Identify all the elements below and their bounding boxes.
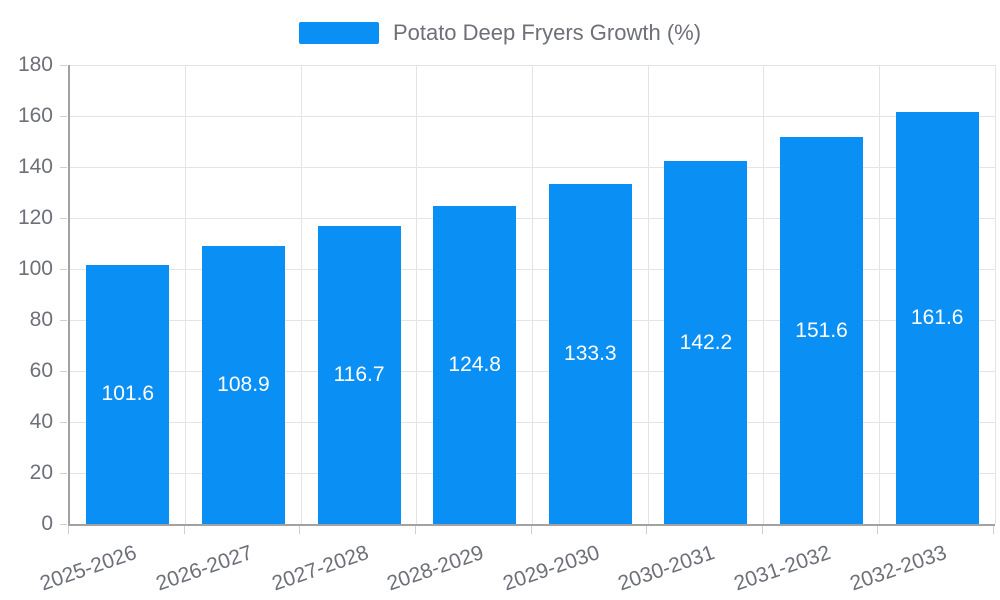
y-axis-tick (60, 167, 67, 168)
x-axis-tick (68, 526, 69, 534)
y-axis-label: 160 (17, 104, 53, 127)
y-axis-label: 140 (17, 155, 53, 178)
y-axis-label: 120 (17, 206, 53, 229)
y-axis-tick (60, 218, 67, 219)
y-axis-label: 0 (41, 512, 53, 535)
bar[interactable]: 161.6 (895, 111, 979, 524)
x-axis-label: 2032-2033 (846, 541, 950, 596)
x-axis-label: 2026-2027 (153, 541, 256, 596)
x-gridline (532, 65, 533, 524)
bar-value-label: 124.8 (448, 352, 501, 376)
bar[interactable]: 133.3 (548, 184, 632, 524)
x-axis-label: 2030-2031 (615, 541, 719, 596)
x-axis-tick (183, 526, 185, 534)
x-axis-tick (299, 526, 301, 534)
x-gridline (994, 65, 996, 524)
y-axis-tick (60, 524, 67, 525)
x-gridline (647, 65, 649, 524)
bar[interactable]: 101.6 (86, 264, 170, 524)
x-axis-tick (414, 526, 416, 534)
x-axis-label: 2031-2032 (731, 541, 834, 596)
y-axis-label: 180 (17, 53, 53, 76)
legend-swatch (298, 22, 379, 44)
x-axis-label: 2028-2029 (384, 541, 487, 596)
bar-value-label: 151.6 (795, 318, 848, 342)
bar-value-label: 108.9 (217, 373, 270, 397)
y-axis-label: 20 (29, 461, 53, 484)
x-axis-tick (761, 526, 763, 534)
y-axis-label: 100 (17, 257, 53, 280)
x-axis-tick (646, 526, 648, 534)
y-axis-label: 60 (29, 359, 53, 382)
bar[interactable]: 116.7 (317, 226, 401, 524)
bar-value-label: 142.2 (679, 330, 733, 354)
y-axis-tick (60, 269, 67, 270)
y-axis-label: 80 (29, 308, 53, 331)
bar-value-label: 133.3 (564, 342, 617, 366)
x-gridline (878, 65, 880, 524)
bar[interactable]: 108.9 (201, 246, 285, 524)
y-axis-tick (60, 473, 67, 474)
bar-value-label: 116.7 (333, 363, 385, 387)
y-axis-tick (60, 116, 67, 117)
y-axis-label: 40 (29, 410, 53, 433)
y-axis-tick (60, 65, 67, 66)
plot-area: 101.6 108.9 116.7 124.8 133.3 142.2 151.6 161.6 (68, 64, 996, 526)
bar[interactable]: 151.6 (780, 137, 864, 524)
bar[interactable]: 142.2 (664, 161, 748, 524)
x-axis-label: 2025-2026 (37, 541, 140, 596)
x-axis-tick (993, 526, 994, 534)
bar-value-label: 101.6 (101, 382, 155, 406)
x-axis-tick (530, 526, 532, 534)
x-gridline (416, 65, 418, 524)
x-axis-label: 2029-2030 (499, 541, 603, 596)
x-gridline (185, 65, 187, 524)
y-axis-tick (60, 320, 67, 321)
chart-title: Potato Deep Fryers Growth (%) (392, 20, 702, 45)
legend-item[interactable]: Potato Deep Fryers Growth (%) (0, 20, 1000, 46)
x-gridline (300, 65, 302, 524)
bar[interactable]: 124.8 (433, 205, 517, 524)
y-axis-tick (60, 422, 67, 423)
x-axis-label: 2027-2028 (268, 541, 372, 596)
y-axis-tick (60, 371, 67, 372)
x-gridline (763, 65, 765, 524)
bar-value-label: 161.6 (910, 305, 964, 329)
x-axis-tick (877, 526, 879, 534)
